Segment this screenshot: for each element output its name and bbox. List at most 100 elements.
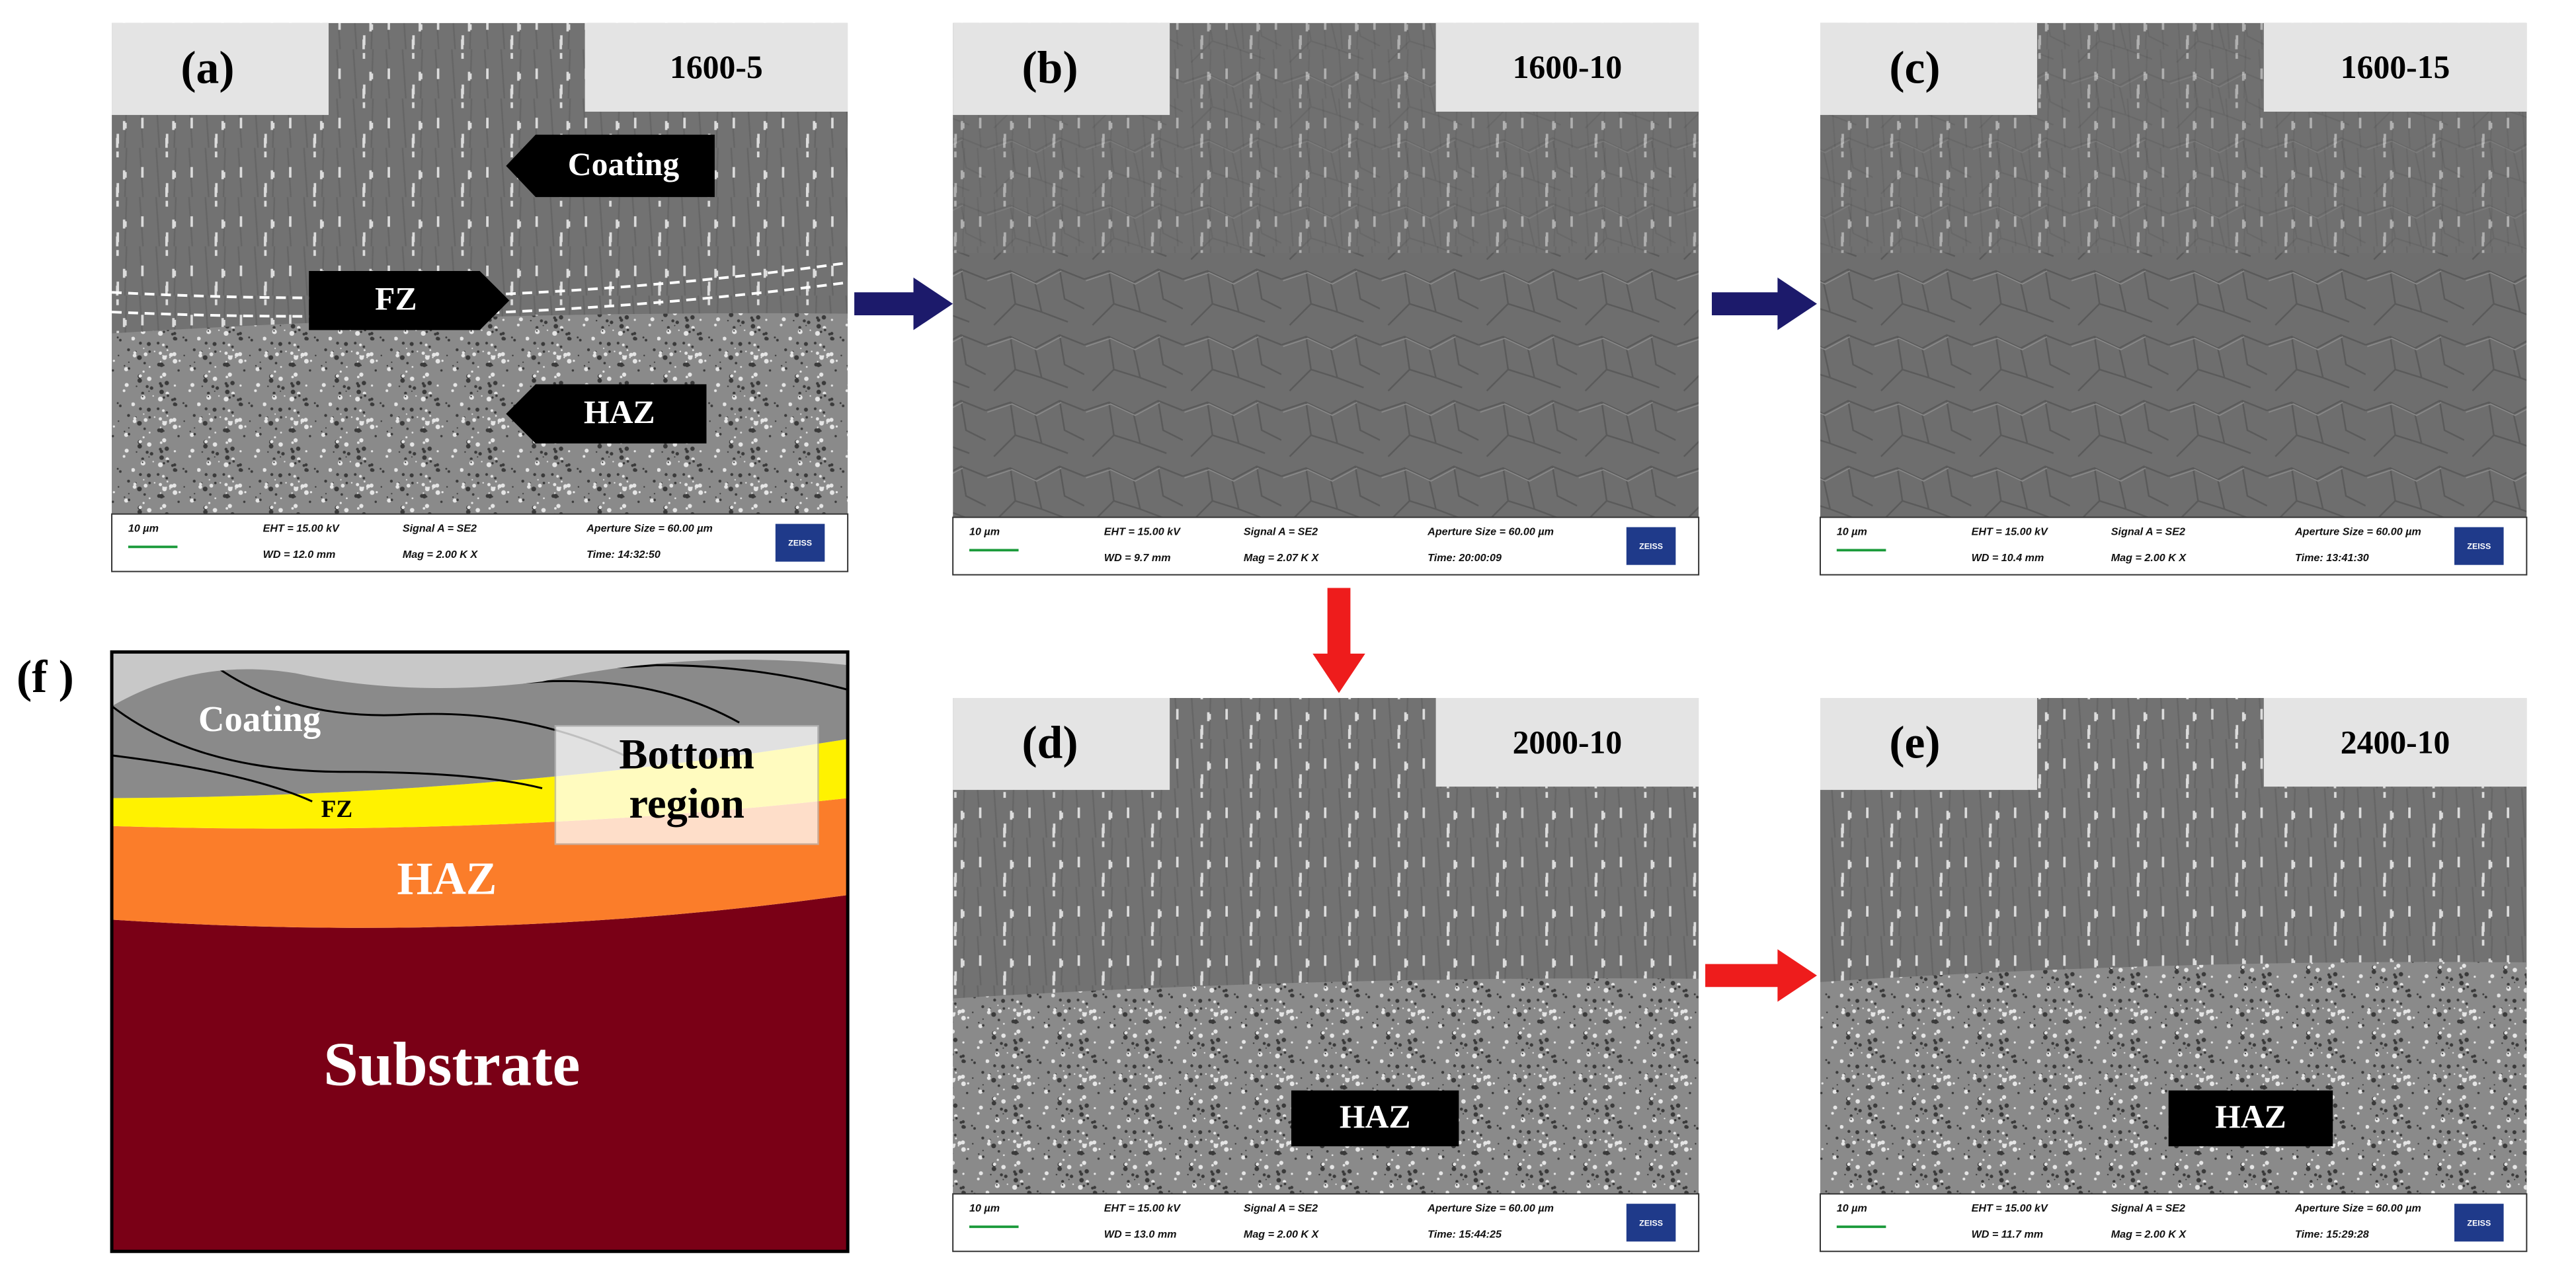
label-box [953,697,1170,791]
info-time: Time: 20:00:09 [1428,552,1502,564]
condition-label: 2400-10 [2341,724,2450,760]
info-time: Time: 15:29:28 [2295,1229,2369,1241]
info-aperture: Aperture Size = 60.00 µm [586,522,713,534]
panel-label: (a) [181,42,234,93]
condition-label: 1600-5 [670,49,763,85]
info-aperture: Aperture Size = 60.00 µm [1427,525,1554,537]
label-box [112,22,329,115]
info-signal: Signal A = SE2 [2111,525,2185,537]
info-signal: Signal A = SE2 [403,522,477,534]
logo-box [2454,1204,2504,1242]
scale-label: 10 µm [969,1202,1000,1214]
bottom-region-label: region [629,779,745,827]
info-wd: WD = 13.0 mm [1104,1229,1177,1241]
schematic-frame [110,650,850,1253]
logo: ZEISS [788,539,812,548]
label-box [1820,697,2037,791]
condition-box [2263,22,2527,112]
annotation-box [506,384,707,444]
logo: ZEISS [1639,1218,1663,1227]
scale-label: 10 µm [1837,525,1867,537]
info-mag: Mag = 2.00 K X [1244,1229,1320,1241]
info-mag: Mag = 2.00 K X [403,549,479,561]
logo: ZEISS [2467,1218,2491,1227]
sem-panel: (b) 1600-10 10 µm EHT = 15.00 kV WD = 9.7 mm… [952,22,1700,576]
bottom-region-box [554,724,819,845]
sem-panel: (a) 1600-5 Coating FZ HAZ 10 µm EHT = 15.00 kV… [111,22,849,572]
process-arrow [1705,949,1818,1002]
info-signal: Signal A = SE2 [1244,525,1318,537]
coating-layer [111,705,543,790]
info-wd: WD = 9.7 mm [1104,552,1171,564]
sem-image [112,22,848,572]
info-bar [952,516,1700,576]
label-box [953,22,1170,115]
condition-label: 1600-10 [1513,49,1623,85]
info-aperture: Aperture Size = 60.00 µm [2294,1202,2421,1214]
coating-top [112,652,848,707]
haz-label: HAZ [397,854,497,905]
condition-box [1435,697,1699,787]
scale-label: 10 µm [128,522,159,534]
info-bar [111,513,849,572]
annotation-box [506,134,715,198]
info-signal: Signal A = SE2 [2111,1202,2185,1214]
info-time: Time: 13:41:30 [2295,552,2369,564]
info-time: Time: 14:32:50 [586,549,661,561]
sem-panel: (e) 2400-10 HAZ 10 µm EHT = 15.00 kV WD = 11.… [1820,697,2528,1253]
scale-label: 10 µm [969,525,1000,537]
fz-label: FZ [321,796,353,823]
info-eht: EHT = 15.00 kV [1972,1202,2048,1214]
annotation-box [1291,1090,1459,1147]
coating-layer [111,754,313,802]
sem-image [1820,697,2527,1252]
condition-box [584,22,848,112]
info-eht: EHT = 15.00 kV [1104,525,1181,537]
annotation-label: FZ [375,281,417,317]
panel-label: (e) [1889,717,1940,768]
info-mag: Mag = 2.07 K X [1244,552,1320,564]
logo-box [2454,527,2504,565]
info-aperture: Aperture Size = 60.00 µm [2294,525,2421,537]
logo-box [1626,527,1676,565]
info-time: Time: 15:44:25 [1428,1229,1502,1241]
substrate-label: Substrate [323,1030,580,1099]
process-arrow [1312,588,1365,693]
bottom-region-label: Bottom [619,730,754,778]
info-bar [1820,1193,2528,1253]
logo-box [775,523,825,562]
label-box [1820,22,2037,115]
condition-box [1435,22,1699,112]
panel-label: (f ) [17,652,74,703]
sem-panel: (c) 1600-15 10 µm EHT = 15.00 kV WD = 10.4 m… [1820,22,2528,576]
info-wd: WD = 11.7 mm [1972,1229,2044,1241]
info-eht: EHT = 15.00 kV [1104,1202,1181,1214]
condition-label: 2000-10 [1513,724,1623,760]
panel-label: (d) [1022,717,1078,768]
annotation-label: HAZ [2215,1099,2286,1135]
coating-label: Coating [198,699,321,739]
annotation-label: HAZ [1340,1099,1411,1135]
logo-box [1626,1204,1676,1242]
info-wd: WD = 12.0 mm [263,549,336,561]
image-haz [112,313,848,572]
info-eht: EHT = 15.00 kV [1972,525,2048,537]
info-wd: WD = 10.4 mm [1972,552,2044,564]
info-aperture: Aperture Size = 60.00 µm [1427,1202,1554,1214]
condition-label: 1600-15 [2341,49,2450,85]
substrate-region [112,895,848,1252]
info-bar [952,1193,1700,1253]
info-signal: Signal A = SE2 [1244,1202,1318,1214]
info-eht: EHT = 15.00 kV [263,522,340,534]
panel-label: (b) [1022,42,1078,93]
logo: ZEISS [1639,542,1663,551]
panel-label: (c) [1889,42,1940,93]
process-arrow [1712,277,1818,330]
annotation-label: HAZ [584,394,655,430]
annotation-label: Coating [568,146,680,182]
info-mag: Mag = 2.00 K X [2111,552,2187,564]
fusion-boundary [112,281,848,318]
